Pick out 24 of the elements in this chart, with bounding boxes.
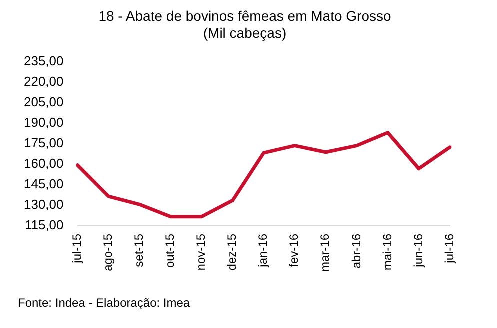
- y-tick-label: 235,00: [24, 53, 64, 68]
- y-tick-label: 145,00: [24, 176, 64, 192]
- x-tick-label: ago-15: [101, 234, 116, 272]
- x-tick-label: fev-16: [287, 234, 302, 268]
- y-tick-label: 220,00: [24, 74, 64, 89]
- x-tick-label: jun-16: [411, 234, 426, 268]
- x-tick-label: mar-16: [318, 234, 332, 272]
- x-tick-label: jan-16: [256, 234, 270, 268]
- y-tick-label: 115,00: [24, 218, 64, 233]
- y-tick-label: 205,00: [24, 94, 64, 110]
- y-tick-label: 130,00: [24, 197, 64, 212]
- y-tick-label: 190,00: [24, 114, 64, 130]
- x-tick-label: out-15: [163, 234, 178, 268]
- y-tick-label: 160,00: [24, 156, 64, 171]
- x-tick-label: nov-15: [194, 234, 208, 271]
- x-tick-label: abr-16: [349, 234, 364, 269]
- x-tick-label: jul-16: [442, 234, 456, 264]
- chart-title: 18 - Abate de bovinos fêmeas em Mato Grosso (Mil cabeças): [98, 8, 392, 42]
- source-note: Fonte: Indea - Elaboração: Imea: [18, 296, 190, 310]
- x-tick-label: set-15: [132, 234, 146, 268]
- y-tick-label: 175,00: [24, 135, 64, 150]
- x-tick-label: mai-16: [380, 234, 394, 271]
- x-tick-label: jul-15: [70, 234, 84, 264]
- x-tick-label: dez-15: [225, 234, 240, 271]
